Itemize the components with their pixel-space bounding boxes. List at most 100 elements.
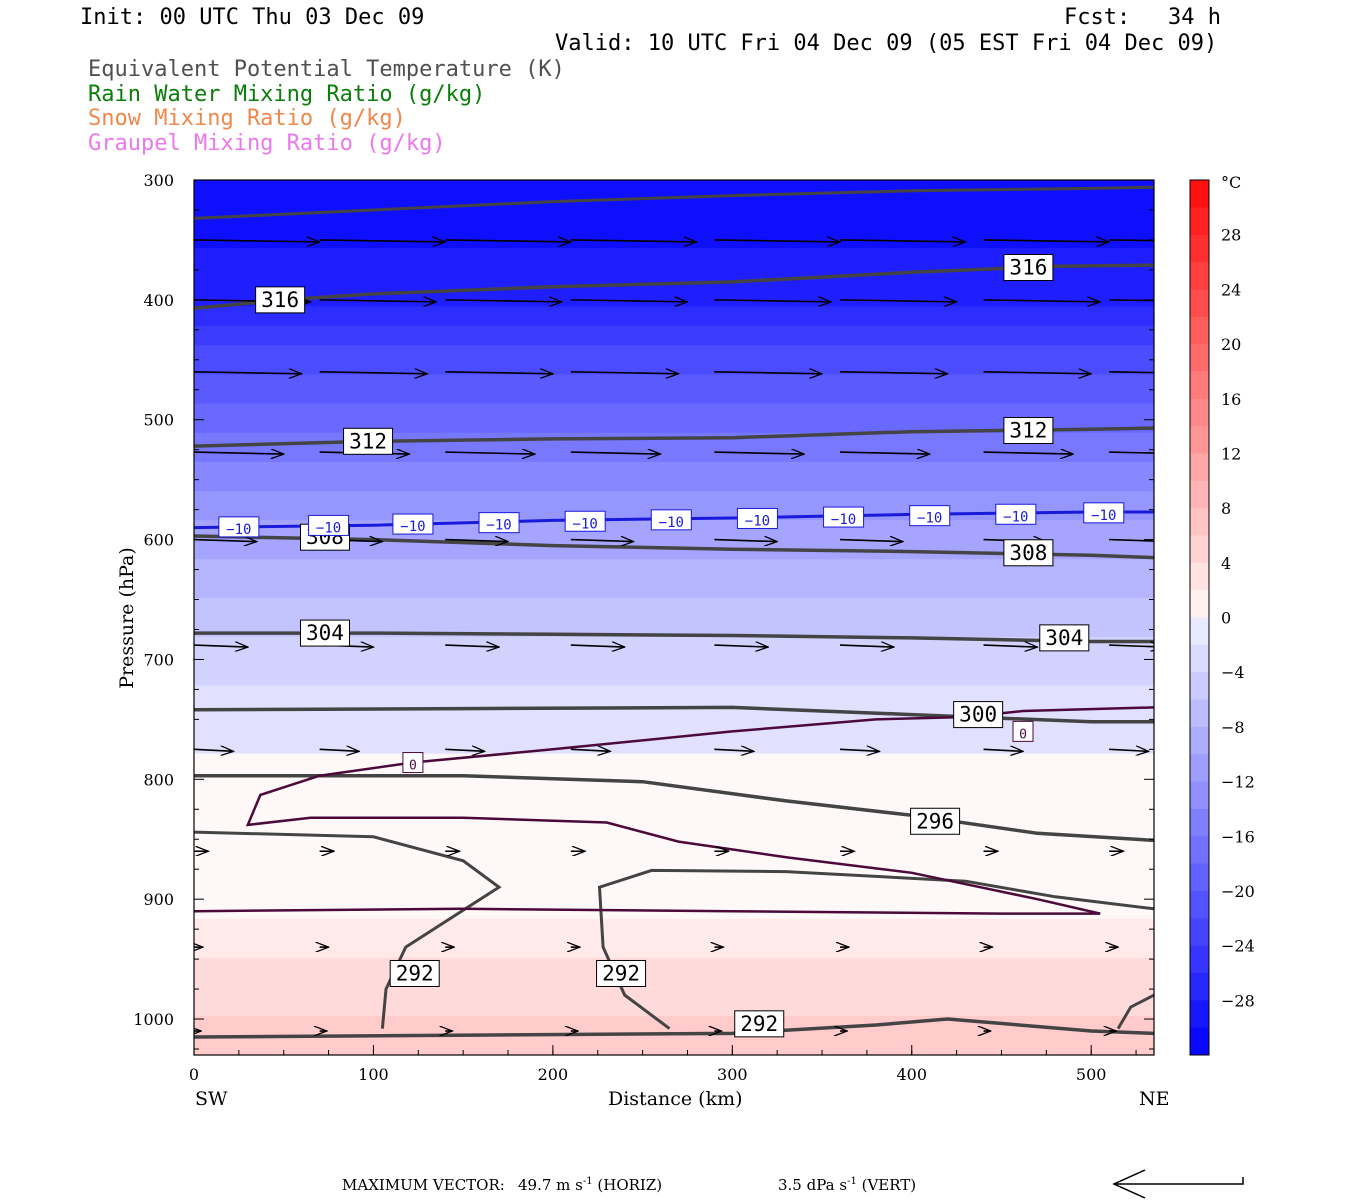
wind-vector <box>570 645 625 647</box>
theta-e-label-box <box>1039 624 1090 652</box>
colorbar-swatch <box>1190 234 1209 263</box>
temperature-band <box>194 928 1154 940</box>
wind-vector <box>839 300 957 302</box>
max-vector-label: MAXIMUM VECTOR: <box>342 1176 505 1194</box>
temperature-band <box>194 996 1154 1008</box>
isotherm-label: −10 <box>823 506 865 528</box>
isotherm-label-text: −10 <box>400 519 425 535</box>
temperature-band <box>194 646 1154 658</box>
wind-vector <box>839 452 930 454</box>
temperature-band <box>194 1035 1154 1047</box>
wind-vector <box>570 372 679 374</box>
wind-vector <box>714 749 753 751</box>
zero-isotherm-label: 0 <box>402 752 424 774</box>
theta-e-label: 304 <box>299 619 350 647</box>
colorbar-tick-label: −16 <box>1221 827 1255 846</box>
temperature-band <box>194 685 1154 697</box>
isotherm-label: −10 <box>218 516 260 538</box>
temperature-band <box>194 442 1154 454</box>
theta-e-label-text: 308 <box>1009 541 1047 565</box>
colorbar-swatch <box>1190 426 1209 454</box>
isotherm-label-box <box>1083 502 1125 524</box>
colorbar-swatch <box>1190 836 1209 865</box>
colorbar-swatch <box>1190 863 1209 892</box>
temperature-band <box>194 802 1154 813</box>
colorbar-swatch <box>1190 344 1209 372</box>
theta-e-label-text: 304 <box>1045 626 1083 650</box>
theta-e-label-box <box>343 427 394 455</box>
zero-isotherm-label-text: 0 <box>1019 727 1027 742</box>
temperature-band <box>194 948 1154 959</box>
horiz-vector-value: 49.7 m s-1 (HORIZ) <box>518 1176 663 1194</box>
forecast-label: Fcst: <box>1064 5 1131 30</box>
temperature-band <box>194 491 1154 502</box>
theta-e-label-text: 296 <box>916 809 954 833</box>
temperature-band <box>194 471 1154 483</box>
theta-e-label-box <box>1003 254 1054 281</box>
plot-frame <box>193 179 1155 1056</box>
theta-e-label: 316 <box>255 286 306 314</box>
x-tick-label: 300 <box>717 1065 748 1084</box>
axes: 0 100 200 300 400 500 300 400 500 600 700 800 900 100… <box>133 171 1154 1084</box>
isotherm-label: −10 <box>308 514 350 536</box>
theta-e-label-box <box>910 807 961 835</box>
wind-vector <box>714 240 840 242</box>
temperature-band <box>194 452 1154 463</box>
temperature-band <box>194 617 1154 629</box>
isotherm-label-text: −10 <box>1091 508 1116 524</box>
colorbar-swatch <box>1190 754 1209 783</box>
temperature-band <box>194 899 1154 911</box>
colorbar-swatch <box>1190 972 1209 1001</box>
colorbar-tick-label: −4 <box>1221 663 1245 682</box>
y-tick-label: 500 <box>143 411 174 430</box>
temperature-band <box>194 636 1154 648</box>
colorbar-swatch <box>1190 1000 1209 1029</box>
wind-vector <box>1109 749 1148 751</box>
theta-e-label-box <box>596 959 647 987</box>
temperature-band <box>194 539 1154 551</box>
wind-vector <box>194 540 257 542</box>
temperature-band <box>194 549 1154 561</box>
wind-vector <box>570 749 610 751</box>
isotherm-label-text: −10 <box>659 515 684 531</box>
vert-vector-value: 3.5 dPa s-1 (VERT) <box>778 1176 917 1194</box>
x-tick-label: 0 <box>189 1065 199 1084</box>
temperature-band <box>194 743 1154 755</box>
wind-vector <box>319 372 428 374</box>
temperature-band <box>194 568 1154 580</box>
colorbar-swatch <box>1190 480 1209 509</box>
legend-theta-e: Equivalent Potential Temperature (K) <box>88 57 565 82</box>
y-tick-label: 600 <box>143 531 174 550</box>
colorbar-swatch <box>1190 644 1209 673</box>
colorbar-swatch <box>1190 508 1209 536</box>
temperature-band <box>194 306 1154 318</box>
wind-vector <box>714 645 768 647</box>
zero-isotherm-upper <box>245 706 1154 915</box>
theta-e-label-box <box>1003 417 1054 445</box>
colorbar-tick-label: −24 <box>1221 937 1255 956</box>
temperature-band <box>194 403 1154 415</box>
y-tick-label: 300 <box>143 171 174 190</box>
theta-e-label-text: 300 <box>959 703 997 727</box>
colorbar-swatch <box>1190 781 1209 810</box>
x-right-label: NE <box>1139 1088 1170 1110</box>
colorbar-swatch <box>1190 371 1209 400</box>
forecast-hour: 34 h <box>1168 5 1221 30</box>
wind-vector <box>839 749 879 751</box>
wind-vector <box>194 240 320 242</box>
temperature-band <box>194 1025 1154 1037</box>
colorbar-tick-label: 8 <box>1221 499 1231 518</box>
wind-vector <box>570 300 688 302</box>
temperature-band <box>194 773 1154 784</box>
temperature-band <box>194 695 1154 706</box>
theta-e-contour-304 <box>194 631 1154 644</box>
wind-vectors <box>194 239 1154 1031</box>
isotherm-label-text: −10 <box>831 512 856 528</box>
theta-e-contour-upper <box>194 185 1154 220</box>
wind-vector <box>1109 239 1154 242</box>
wind-vector <box>194 452 284 454</box>
temperature-band <box>194 209 1154 220</box>
wind-vector <box>194 645 248 647</box>
wind-vector <box>445 240 571 242</box>
